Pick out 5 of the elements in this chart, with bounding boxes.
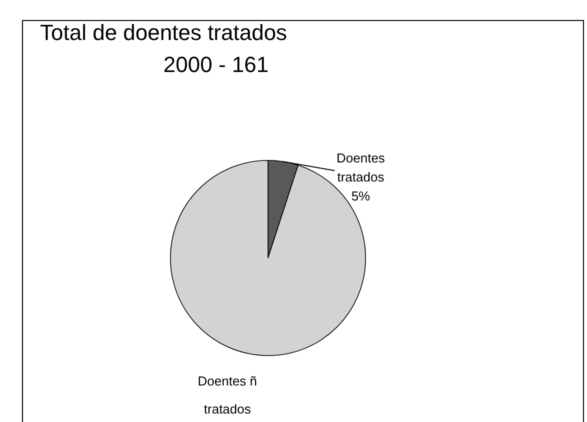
chart-title: Total de doentes tratados [40, 20, 288, 46]
chart-subtitle: 2000 - 161 [162, 52, 270, 78]
data-label: 5% [351, 188, 371, 204]
slice-label: Doentes ñ tratados [198, 374, 258, 417]
slice-label: Doentes tratados [336, 150, 386, 185]
